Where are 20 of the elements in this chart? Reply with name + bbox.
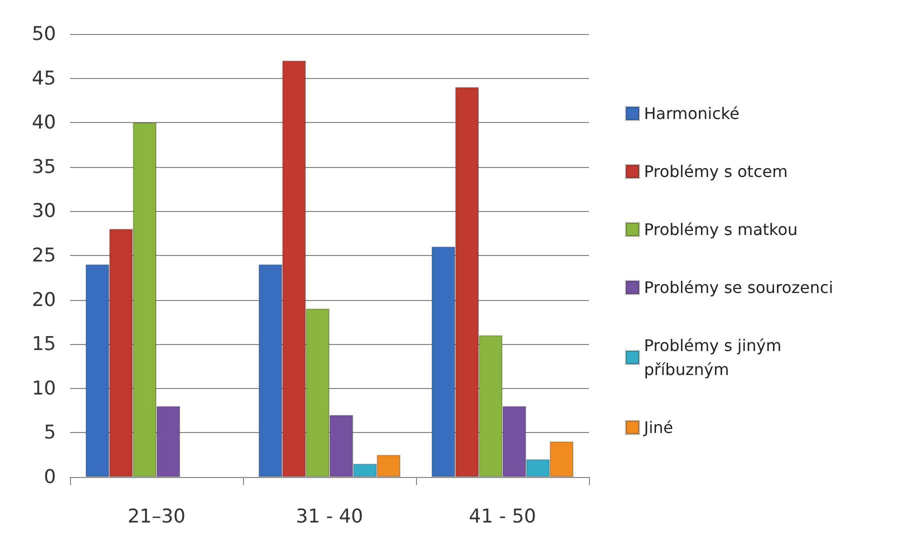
y-tick-label: 30 — [32, 200, 56, 222]
legend-label: Problémy se sourozenci — [644, 278, 834, 297]
y-tick-label: 5 — [44, 422, 56, 444]
y-tick-label: 45 — [32, 67, 56, 90]
y-tick-label: 40 — [32, 112, 56, 134]
x-tick-label: 31 - 40 — [296, 506, 364, 528]
y-tick-label: 20 — [32, 288, 56, 311]
y-tick-label: 35 — [32, 156, 56, 178]
y-tick-label: 50 — [32, 23, 56, 45]
legend-label: Problémy s jiným příbuzným — [644, 336, 787, 379]
y-tick-label: 0 — [44, 466, 56, 488]
x-tick-label: 21–30 — [128, 506, 186, 528]
y-tick-label: 25 — [32, 244, 56, 266]
legend-label: Problémy s otcem — [644, 162, 788, 181]
legend-label: Harmonické — [644, 104, 740, 123]
y-tick-label: 10 — [32, 377, 56, 400]
y-tick-label: 15 — [32, 333, 56, 356]
legend-label: Problémy s matkou — [644, 220, 798, 239]
x-tick-label: 41 - 50 — [468, 506, 536, 528]
legend-label: Jiné — [643, 418, 674, 437]
